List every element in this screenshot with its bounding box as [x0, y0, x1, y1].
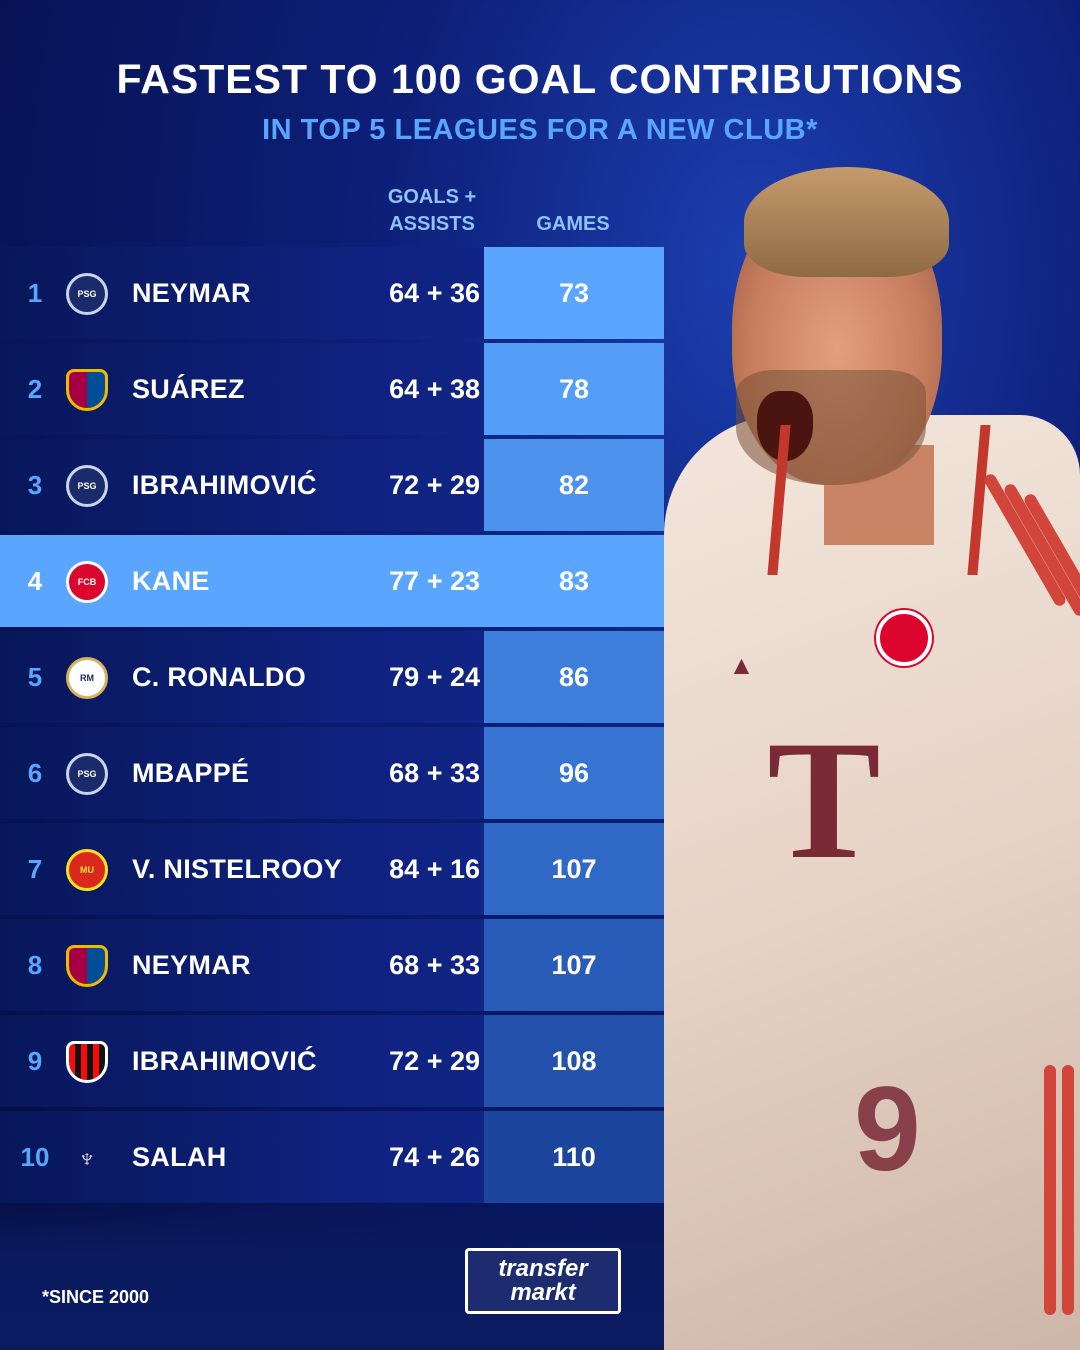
goals-assists: 68 + 33: [389, 758, 480, 788]
games-count: 107: [484, 919, 664, 1011]
psg-crest-icon: PSG: [66, 465, 108, 507]
rank: 3: [27, 470, 43, 500]
column-header-goals-line2: ASSISTS: [389, 213, 475, 235]
table-row: 6 PSG MBAPPÉ 68 + 33 96: [0, 727, 664, 819]
hair: [744, 167, 949, 277]
liverpool-crest-icon: ♆: [77, 1142, 97, 1173]
games-count: 83: [558, 566, 590, 596]
barcelona-crest-icon: [66, 945, 108, 987]
games-count: 86: [484, 631, 664, 723]
bayern-crest-icon: FCB: [66, 561, 108, 603]
table-row: 3 PSG IBRAHIMOVIĆ 72 + 29 82: [0, 439, 664, 531]
player-name: NEYMAR: [132, 950, 251, 980]
table-row: 1 PSG NEYMAR 64 + 36 73: [0, 247, 664, 339]
rank: 2: [27, 374, 43, 404]
player-name: C. RONALDO: [132, 662, 306, 692]
player-name: IBRAHIMOVIĆ: [132, 1046, 317, 1076]
shirt-number-9: 9: [854, 1062, 921, 1196]
column-header-games: GAMES: [536, 213, 610, 235]
column-header-goals-assists: GOALS + ASSISTS: [370, 184, 494, 238]
goals-assists: 72 + 29: [389, 1046, 480, 1076]
goals-assists: 64 + 38: [389, 374, 480, 404]
table-row: 8 NEYMAR 68 + 33 107: [0, 919, 664, 1011]
page-title: FASTEST TO 100 GOAL CONTRIBUTIONS: [116, 56, 964, 102]
goals-assists: 84 + 16: [389, 854, 480, 884]
column-header-goals-line1: GOALS +: [387, 186, 477, 208]
games-count: 107: [484, 823, 664, 915]
goals-assists: 68 + 33: [389, 950, 480, 980]
psg-crest-icon: PSG: [66, 753, 108, 795]
shorts-stripe: [1044, 1065, 1056, 1315]
rank: 4: [27, 566, 43, 596]
brand-line2: markt: [510, 1279, 576, 1306]
player-photo: ▲ T 9: [664, 165, 1080, 1350]
games-count: 110: [484, 1111, 664, 1203]
shorts-stripe: [1062, 1065, 1074, 1315]
goals-assists: 72 + 29: [389, 470, 480, 500]
table-row: 9 IBRAHIMOVIĆ 72 + 29 108: [0, 1015, 664, 1107]
barcelona-crest-icon: [66, 369, 108, 411]
footnote: *SINCE 2000: [42, 1287, 150, 1307]
table-row-highlighted: 4 FCB KANE 77 + 23 83: [0, 535, 664, 627]
ac-milan-crest-icon: [66, 1041, 108, 1083]
telekom-logo-icon: T: [767, 706, 881, 894]
player-name: V. NISTELROOY: [132, 854, 342, 884]
man-utd-crest-icon: MU: [66, 849, 108, 891]
player-name: SALAH: [132, 1142, 227, 1172]
table-row: 7 MU V. NISTELROOY 84 + 16 107: [0, 823, 664, 915]
real-madrid-crest-icon: RM: [66, 657, 108, 699]
transfermarkt-logo: transfer markt: [465, 1248, 621, 1314]
jersey: [664, 415, 1080, 1350]
table-row: 10 ♆ SALAH 74 + 26 110: [0, 1111, 664, 1203]
open-mouth: [757, 391, 813, 461]
page-subtitle: IN TOP 5 LEAGUES FOR A NEW CLUB*: [262, 114, 818, 146]
brand-line1: transfer: [498, 1255, 588, 1282]
rank: 9: [27, 1046, 43, 1076]
goals-assists: 79 + 24: [389, 662, 480, 692]
games-count: 108: [484, 1015, 664, 1107]
games-count: 78: [484, 343, 664, 435]
rank: 5: [27, 662, 43, 692]
table-row: 5 RM C. RONALDO 79 + 24 86: [0, 631, 664, 723]
jersey-collar: [767, 425, 991, 575]
rank: 1: [27, 278, 43, 308]
psg-crest-icon: PSG: [66, 273, 108, 315]
bayern-badge-icon: [876, 610, 932, 666]
rank: 6: [27, 758, 43, 788]
player-name: IBRAHIMOVIĆ: [132, 470, 317, 500]
table-row: 2 SUÁREZ 64 + 38 78: [0, 343, 664, 435]
goals-assists: 77 + 23: [389, 566, 480, 596]
player-name: KANE: [132, 566, 210, 596]
player-name: SUÁREZ: [132, 374, 245, 404]
ranking-table: 1 PSG NEYMAR 64 + 36 73 2 SUÁREZ 64 + 38…: [0, 247, 664, 1203]
games-count: 73: [484, 247, 664, 339]
player-name: MBAPPÉ: [132, 758, 250, 788]
goals-assists: 74 + 26: [389, 1142, 480, 1172]
adidas-logo-icon: ▲: [728, 650, 755, 680]
goals-assists: 64 + 36: [389, 278, 480, 308]
rank: 7: [27, 854, 43, 884]
games-count: 96: [484, 727, 664, 819]
rank: 10: [20, 1142, 50, 1172]
rank: 8: [27, 950, 43, 980]
games-count: 82: [484, 439, 664, 531]
player-name: NEYMAR: [132, 278, 251, 308]
